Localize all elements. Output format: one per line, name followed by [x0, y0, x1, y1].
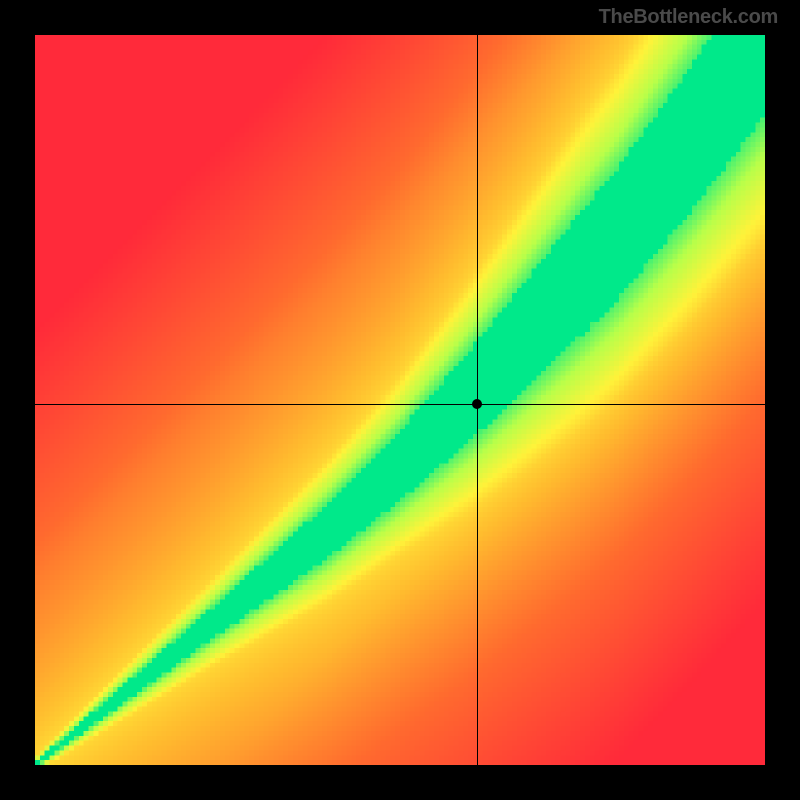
watermark-text: TheBottleneck.com	[599, 6, 778, 29]
operating-point-marker	[472, 399, 482, 409]
heatmap-canvas	[35, 35, 765, 765]
crosshair-horizontal	[35, 404, 765, 405]
heatmap-plot	[35, 35, 765, 765]
